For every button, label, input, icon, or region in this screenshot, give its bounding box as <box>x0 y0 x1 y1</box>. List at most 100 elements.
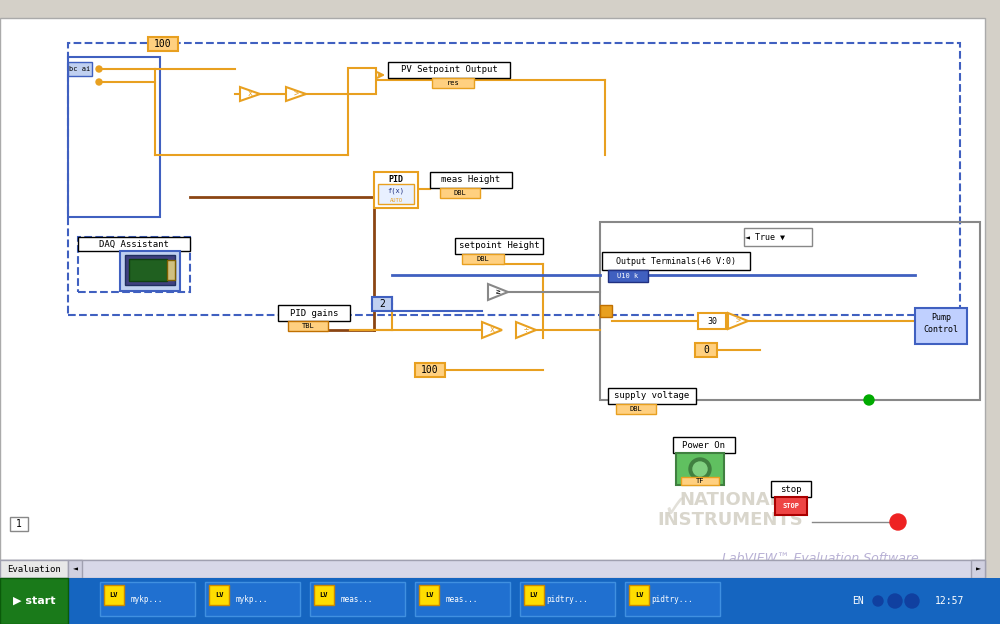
Bar <box>10 517 28 531</box>
Bar <box>167 260 175 280</box>
Text: 100: 100 <box>154 39 172 49</box>
Bar <box>0 560 985 578</box>
Text: TF: TF <box>696 478 704 484</box>
Text: pidtry...: pidtry... <box>651 595 693 603</box>
Polygon shape <box>516 322 536 338</box>
Text: AUTO: AUTO <box>390 198 402 203</box>
Bar <box>129 259 167 281</box>
Text: >: > <box>736 316 740 326</box>
Text: LV: LV <box>425 592 433 598</box>
Bar <box>915 308 967 344</box>
Bar <box>0 18 985 560</box>
Text: LabVIEW™ Evaluation Software: LabVIEW™ Evaluation Software <box>722 552 918 565</box>
Text: EN: EN <box>852 596 864 606</box>
Bar <box>288 321 328 331</box>
Text: DAQ Assistant: DAQ Assistant <box>99 240 169 248</box>
Bar <box>0 560 68 578</box>
Bar <box>78 237 190 292</box>
Bar <box>148 37 178 51</box>
Text: 100: 100 <box>421 365 439 375</box>
Text: stop: stop <box>780 484 802 494</box>
Bar <box>310 582 405 616</box>
Text: supply voltage: supply voltage <box>614 391 690 401</box>
Text: NATIONAL
INSTRUMENTS: NATIONAL INSTRUMENTS <box>657 490 803 529</box>
Bar <box>104 585 124 605</box>
Bar <box>432 78 474 88</box>
Bar <box>625 582 720 616</box>
Bar <box>971 560 985 578</box>
Text: PID: PID <box>388 175 404 185</box>
Bar <box>629 585 649 605</box>
Text: Control: Control <box>924 326 958 334</box>
Bar <box>524 585 544 605</box>
Text: setpoint Height: setpoint Height <box>459 241 539 250</box>
Polygon shape <box>482 322 502 338</box>
Text: PV Setpoint Output: PV Setpoint Output <box>401 66 497 74</box>
Bar <box>348 68 376 94</box>
Bar <box>771 481 811 497</box>
Bar <box>68 43 960 315</box>
Bar <box>415 363 445 377</box>
Polygon shape <box>488 284 508 300</box>
Text: res: res <box>447 80 459 86</box>
Text: TBL: TBL <box>302 323 314 329</box>
Bar <box>673 437 735 453</box>
Bar <box>68 62 92 76</box>
Polygon shape <box>240 87 260 101</box>
Text: 0: 0 <box>703 345 709 355</box>
Text: ≥: ≥ <box>496 288 500 296</box>
Text: meas...: meas... <box>446 595 478 603</box>
Text: DBL: DBL <box>630 406 642 412</box>
Text: PID gains: PID gains <box>290 308 338 318</box>
Bar <box>314 585 334 605</box>
Bar <box>520 582 615 616</box>
Bar <box>455 238 543 254</box>
Text: f(x): f(x) <box>388 188 404 194</box>
Circle shape <box>890 514 906 530</box>
Text: bc ai: bc ai <box>69 66 91 72</box>
Circle shape <box>888 594 902 608</box>
Bar <box>205 582 300 616</box>
Bar <box>100 582 195 616</box>
Text: 30: 30 <box>707 316 717 326</box>
Bar <box>600 222 980 400</box>
Text: ▶ start: ▶ start <box>13 596 55 606</box>
Text: 1: 1 <box>16 519 22 529</box>
Bar <box>744 228 812 246</box>
Text: LV: LV <box>530 592 538 598</box>
Circle shape <box>689 458 711 480</box>
Circle shape <box>873 596 883 606</box>
Text: LV: LV <box>320 592 328 598</box>
Bar <box>0 578 68 624</box>
Text: mykp...: mykp... <box>236 595 268 603</box>
Bar <box>600 305 612 317</box>
Bar <box>681 477 719 485</box>
Bar <box>698 313 726 329</box>
Text: Power On: Power On <box>682 441 726 449</box>
Text: Evaluation: Evaluation <box>7 565 61 573</box>
Bar <box>676 453 724 485</box>
Bar <box>278 305 350 321</box>
Bar <box>415 582 510 616</box>
Bar <box>440 188 480 198</box>
Circle shape <box>96 66 102 72</box>
Bar <box>374 172 418 208</box>
Text: >: > <box>294 89 298 99</box>
Bar <box>462 254 504 264</box>
Bar <box>388 62 510 78</box>
Text: ◄ True ▼: ◄ True ▼ <box>745 233 785 241</box>
Text: Output Terminals(+6 V:0): Output Terminals(+6 V:0) <box>616 256 736 265</box>
Text: Pump: Pump <box>931 313 951 323</box>
Bar <box>78 237 190 251</box>
Bar <box>608 388 696 404</box>
Text: pidtry...: pidtry... <box>546 595 588 603</box>
Polygon shape <box>286 87 306 101</box>
Bar <box>695 343 717 357</box>
Text: LV: LV <box>215 592 223 598</box>
Text: LV: LV <box>635 592 643 598</box>
Text: x: x <box>490 326 494 334</box>
Bar <box>0 578 1000 624</box>
Bar <box>775 497 807 515</box>
Bar <box>209 585 229 605</box>
Bar <box>68 57 160 217</box>
